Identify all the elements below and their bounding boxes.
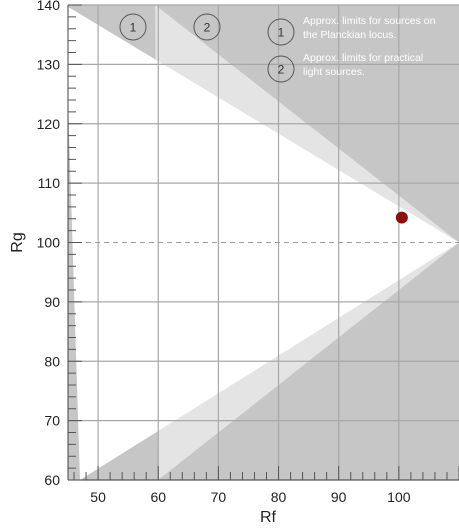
y-axis-label: Rg [9, 232, 26, 252]
y-tick-label-70: 70 [44, 413, 60, 429]
x-axis-label: Rf [260, 509, 277, 526]
y-tick-label-80: 80 [44, 353, 60, 369]
legend-marker-circle [267, 18, 295, 46]
legend-text-line: Approx. limits for sources on [303, 15, 436, 27]
y-tick-label-140: 140 [37, 0, 61, 13]
region-marker-circle [193, 13, 221, 41]
legend-text-line: Approx. limits for practical [303, 52, 423, 64]
y-tick-label-100: 100 [37, 235, 61, 251]
legend-text-line: the Planckian locus. [303, 29, 396, 41]
region-marker-number: 1 [130, 21, 137, 35]
y-tick-label-90: 90 [44, 294, 60, 310]
region-marker-circle [119, 13, 147, 41]
x-tick-label-80: 80 [271, 489, 287, 505]
data-points [395, 211, 408, 224]
data-point-0 [395, 211, 408, 224]
legend-marker-number: 2 [278, 63, 285, 77]
y-tick-label-60: 60 [44, 472, 60, 488]
legend-marker-circle [267, 55, 295, 83]
legend-marker-number: 1 [278, 26, 285, 40]
legend-entry-1: 1 Approx. limits for sources on the Planck… [267, 15, 436, 46]
x-tick-label-70: 70 [211, 489, 227, 505]
x-tick-label-60: 60 [150, 489, 166, 505]
legend-text-line: light sources. [303, 66, 365, 78]
region-marker-1: 1 [119, 13, 147, 41]
region-marker-2: 2 [193, 13, 221, 41]
labels: 60 70 80 90 100 110 120 130 140 50 60 70 80 90 100 Rf Rg… [9, 0, 436, 526]
y-tick-label-130: 130 [37, 56, 61, 72]
y-tick-label-120: 120 [37, 116, 61, 132]
x-tick-label-50: 50 [90, 489, 106, 505]
x-tick-label-100: 100 [387, 489, 411, 505]
y-tick-label-110: 110 [38, 175, 61, 191]
axes [67, 4, 459, 481]
region-marker-number: 2 [204, 21, 211, 35]
x-tick-label-90: 90 [331, 489, 347, 505]
legend-entry-2: 2 Approx. limits for practical light sourc… [267, 52, 423, 83]
